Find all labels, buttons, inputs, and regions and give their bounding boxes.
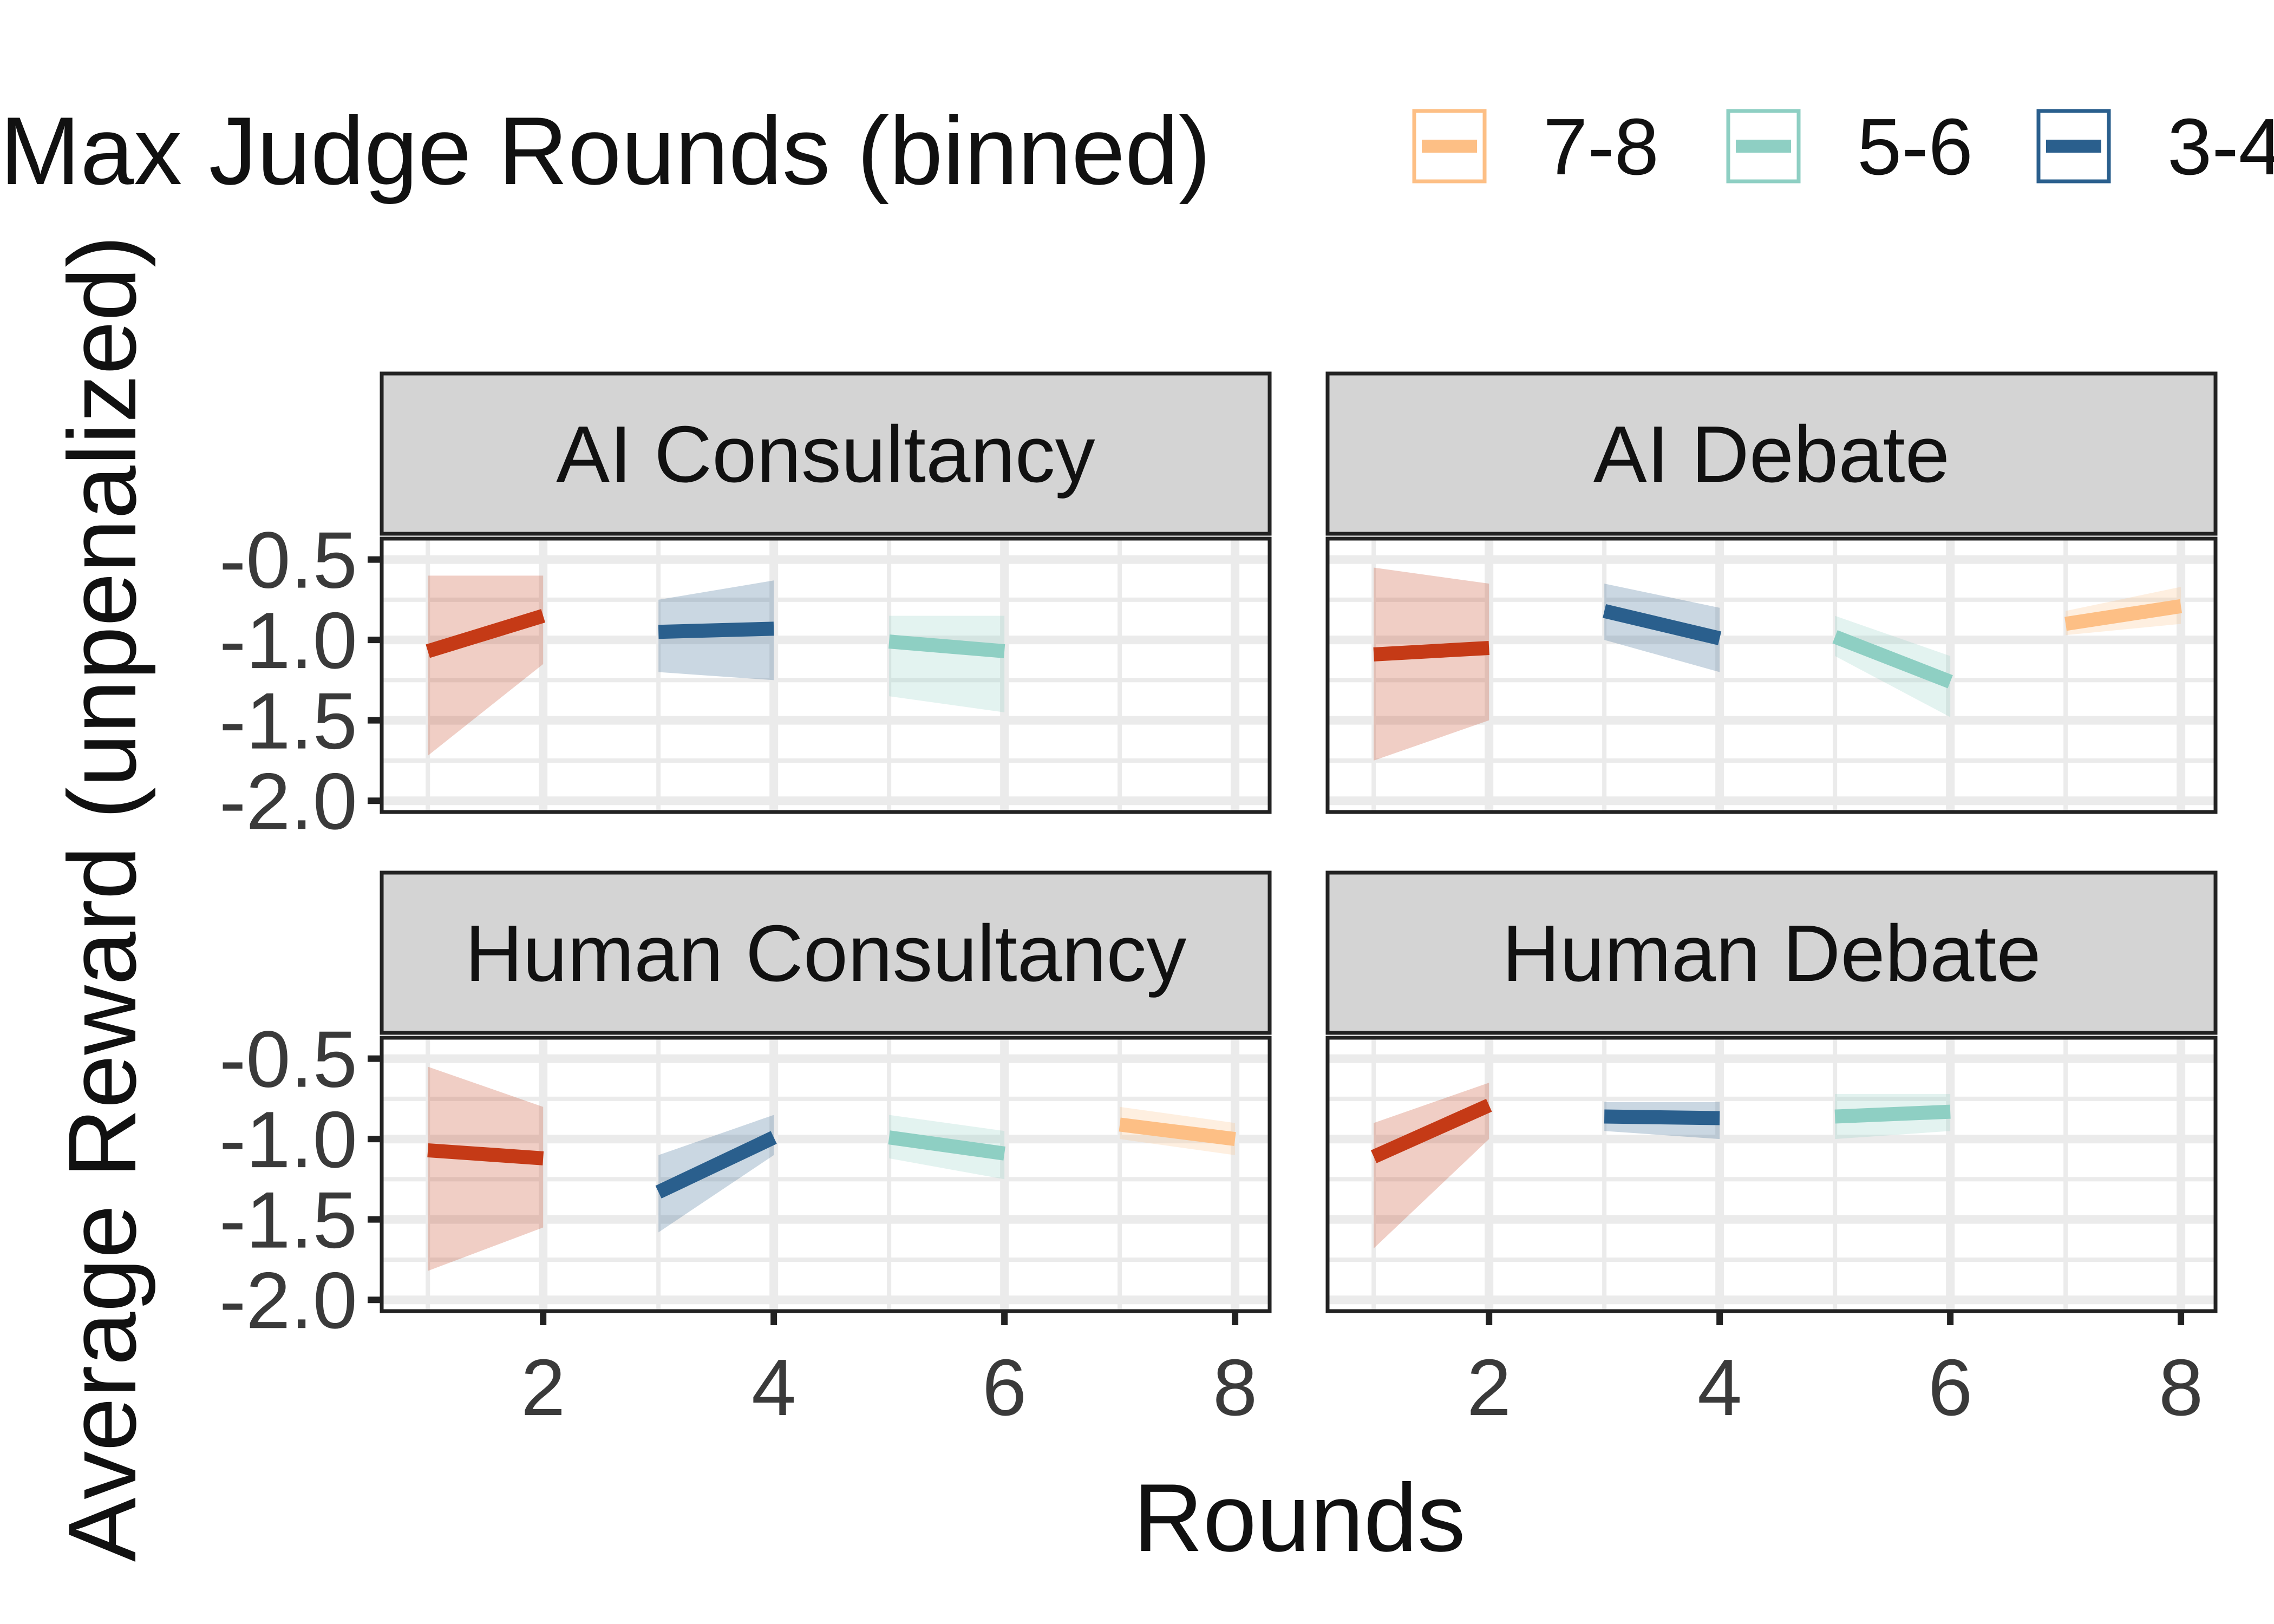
legend: Max Judge Rounds (binned) 7-8 5-6 3-4: [0, 97, 2274, 205]
panel-strip: [380, 870, 1272, 1035]
series-7-8: [2064, 587, 2182, 636]
x-tick-label: 6: [982, 1343, 1027, 1432]
confidence-band: [889, 615, 1005, 712]
x-tick-label: 8: [1213, 1343, 1257, 1432]
series-1-2: [1373, 567, 1489, 761]
legend-label: 5-6: [1857, 102, 1973, 192]
series-3-4: [1603, 584, 1722, 672]
legend-title: Max Judge Rounds (binned): [0, 97, 1211, 205]
y-tick-label: -1.5: [219, 1176, 357, 1265]
y-axis: -0.5-1.0-1.5-2.0: [219, 1015, 382, 1345]
x-axis: 2 4 6 8: [1467, 1311, 2203, 1432]
series-line: [427, 1143, 544, 1165]
y-tick-label: -1.5: [219, 677, 357, 766]
panel-title: Human Debate: [1502, 909, 2041, 998]
y-tick-label: -1.0: [219, 1095, 357, 1184]
series-line: [1834, 1104, 1951, 1124]
series-5-6: [888, 1115, 1005, 1180]
series-line: [426, 609, 545, 658]
x-tick-label: 8: [2159, 1343, 2203, 1432]
series-1-2: [1370, 1083, 1492, 1249]
grid: [1328, 539, 2216, 812]
series-line: [658, 621, 774, 639]
series-line: [1832, 630, 1953, 689]
y-tick-label: -1.0: [219, 596, 357, 685]
series-line: [1603, 604, 1722, 645]
y-tick-label: -2.0: [219, 1256, 357, 1345]
panel-title: Human Consultancy: [465, 909, 1187, 998]
x-tick-label: 4: [752, 1343, 796, 1432]
series-line: [888, 634, 1005, 658]
series-3-4: [1604, 1102, 1720, 1140]
series-1-2: [426, 575, 545, 756]
y-tick-label: -2.0: [219, 757, 357, 846]
series-1-2: [427, 1066, 544, 1271]
series-line: [1370, 1098, 1492, 1163]
y-tick-label: -0.5: [219, 1015, 357, 1104]
series-3-4: [655, 1115, 777, 1233]
panel-human-debate: Human Debate 2 4 6 8: [1325, 870, 2218, 1432]
x-tick-label: 4: [1697, 1343, 1742, 1432]
series-5-6: [1834, 1093, 1951, 1140]
legend-label: 3-4: [2167, 102, 2274, 192]
y-axis-title: Average Reward (unpenalized): [48, 235, 156, 1562]
panel-title: AI Debate: [1593, 410, 1950, 499]
panel-border: [380, 1036, 1272, 1313]
legend-entry-3-4: 3-4: [2036, 102, 2274, 192]
x-tick-label: 2: [521, 1343, 565, 1432]
x-tick-label: 2: [1467, 1343, 1511, 1432]
y-axis: -0.5-1.0-1.5-2.0: [219, 516, 382, 846]
panels: AI Consultancy-0.5-1.0-1.5-2.0AI DebateH…: [219, 371, 2218, 1432]
x-axis: 2 4 6 8: [521, 1311, 1257, 1432]
legend-label: 7-8: [1543, 102, 1659, 192]
plot-area: [1328, 1038, 2216, 1311]
legend-entry-7-8: 7-8: [1412, 102, 1659, 192]
panel-border: [1325, 536, 2218, 814]
series-7-8: [1119, 1106, 1236, 1155]
x-tick-label: 6: [1928, 1343, 1972, 1432]
grid: [382, 1038, 1270, 1311]
confidence-band: [1374, 567, 1489, 761]
grid: [382, 539, 1270, 812]
panel-border: [1325, 1036, 2218, 1313]
legend-entries: 7-8 5-6 3-4: [1412, 102, 2274, 192]
y-tick-label: -0.5: [219, 516, 357, 605]
series-line: [888, 1130, 1005, 1161]
legend-entry-5-6: 5-6: [1726, 102, 1973, 192]
panel-human-consultancy: Human Consultancy -0.5-1.0-1.5-2.0 2 4 6 8: [219, 870, 1272, 1432]
panel-border: [380, 536, 1272, 814]
series-line: [2064, 599, 2182, 631]
series-line: [1119, 1117, 1236, 1147]
series-5-6: [888, 615, 1005, 712]
series-3-4: [658, 580, 774, 680]
series-5-6: [1832, 615, 1953, 717]
panel-strip: [1325, 870, 2218, 1035]
panel-ai-consultancy: AI Consultancy -0.5-1.0-1.5-2.0: [219, 371, 1272, 846]
x-axis-title: Rounds: [1133, 1464, 1466, 1571]
panel-ai-debate: AI Debate: [1325, 371, 2218, 814]
series-line: [1373, 641, 1489, 662]
series-line: [655, 1131, 777, 1199]
grid: [1328, 1038, 2216, 1311]
panel-strip: [380, 371, 1272, 536]
panel-strip: [1325, 371, 2218, 536]
series-line: [1604, 1109, 1720, 1125]
confidence-band: [428, 1066, 544, 1271]
panel-title: AI Consultancy: [556, 410, 1095, 499]
